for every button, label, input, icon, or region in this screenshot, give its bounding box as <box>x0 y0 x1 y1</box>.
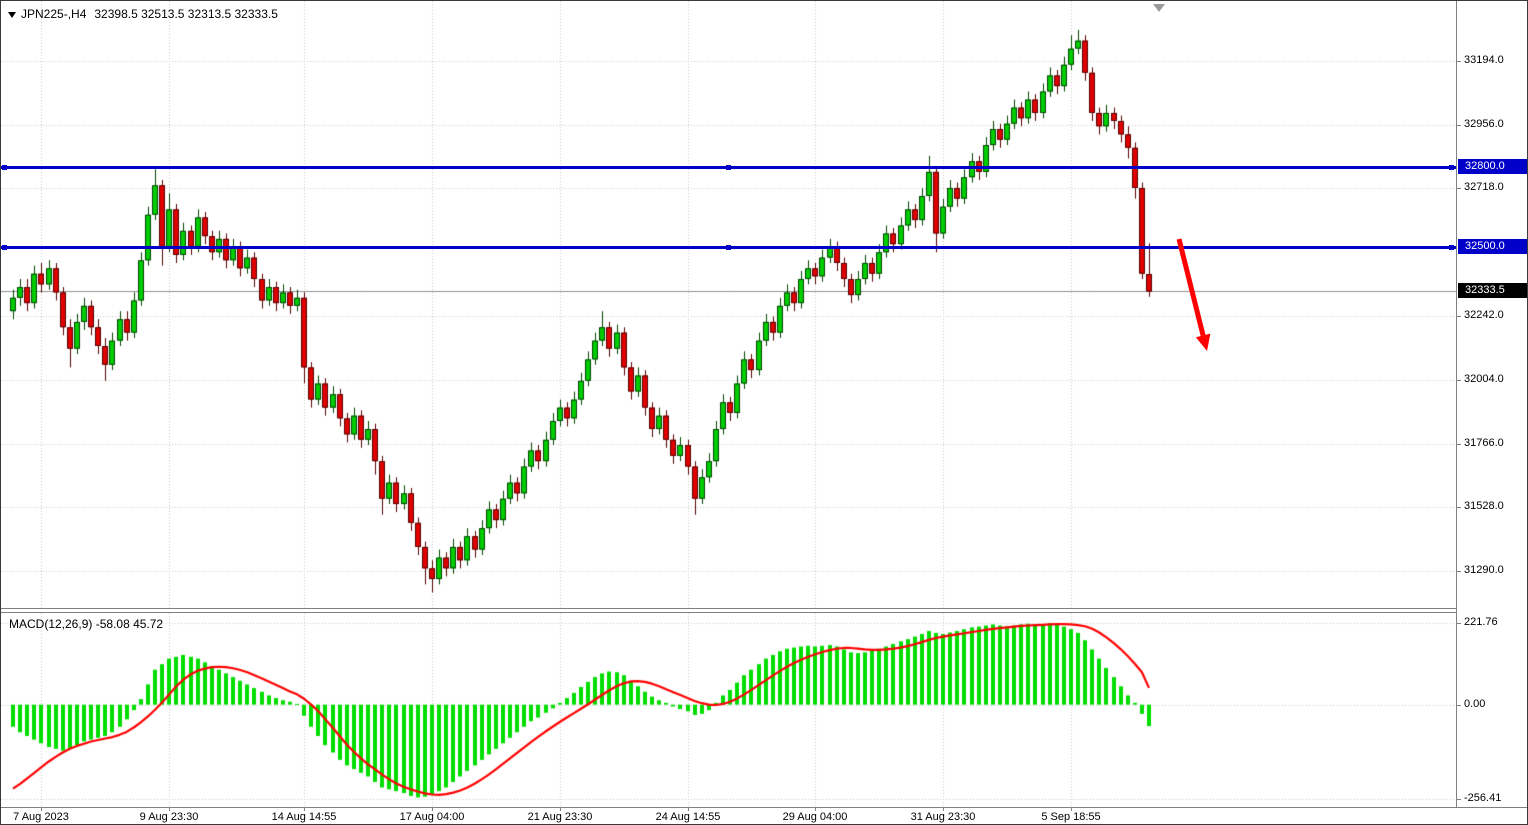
price-axis[interactable]: 33194.0 32956.0 32718.0 32242.0 32004.0 31766… <box>1456 1 1527 808</box>
horizontal-level-line-32500.0[interactable] <box>1 245 1456 250</box>
price-axis-label: 31766.0 <box>1464 437 1504 449</box>
axis-tickmark <box>1457 316 1461 317</box>
time-tickmark <box>1071 808 1072 811</box>
time-axis-label: 9 Aug 23:30 <box>139 811 199 823</box>
price-axis-label: 221.76 <box>1464 616 1498 628</box>
axis-tickmark <box>1457 444 1461 445</box>
time-tickmark <box>41 808 42 811</box>
axis-tickmark <box>1457 571 1461 572</box>
macd-indicator-label: MACD(12,26,9) -58.08 45.72 <box>9 617 163 631</box>
time-tickmark <box>560 808 561 811</box>
macd-label-text: MACD(12,26,9) <box>9 617 93 631</box>
axis-tickmark <box>1457 188 1461 189</box>
level-line-handle[interactable] <box>2 165 7 170</box>
time-tickmark <box>943 808 944 811</box>
price-axis-label: 32956.0 <box>1464 118 1504 130</box>
price-axis-label: -256.41 <box>1464 792 1502 804</box>
time-tickmark <box>432 808 433 811</box>
axis-tickmark <box>1457 125 1461 126</box>
time-axis-label: 7 Aug 2023 <box>13 811 69 823</box>
level-line-handle[interactable] <box>1449 245 1454 250</box>
price-axis-label: 31290.0 <box>1464 564 1504 576</box>
axis-tickmark <box>1457 507 1461 508</box>
level-line-handle[interactable] <box>726 245 731 250</box>
level-line-handle[interactable] <box>1449 165 1454 170</box>
price-axis-label: 32242.0 <box>1464 309 1504 321</box>
current-price-badge: 32333.5 <box>1458 283 1527 298</box>
symbol-period-title: JPN225-,H4 <box>21 7 87 21</box>
time-axis-label: 5 Sep 18:55 <box>1041 811 1101 823</box>
time-axis-label: 29 Aug 04:00 <box>782 811 848 823</box>
symbol-expand-icon[interactable] <box>8 11 16 18</box>
time-tickmark <box>688 808 689 811</box>
time-tickmark <box>169 808 170 811</box>
time-tickmark <box>304 808 305 811</box>
price-axis-label: 0.00 <box>1464 698 1486 710</box>
axis-tickmark <box>1457 380 1461 381</box>
price-axis-label: 32718.0 <box>1464 181 1504 193</box>
horizontal-level-line-32800.0[interactable] <box>1 165 1456 170</box>
time-tickmark <box>815 808 816 811</box>
axis-tickmark <box>1457 799 1461 800</box>
panel-divider[interactable] <box>1 608 1527 613</box>
level-line-handle[interactable] <box>726 165 731 170</box>
level-line-handle[interactable] <box>2 245 7 250</box>
chart-header: JPN225-,H4 32398.5 32513.5 32313.5 32333.… <box>8 7 286 21</box>
price-level-badge-32500.0: 32500.0 <box>1458 239 1527 254</box>
axis-tickmark <box>1457 61 1461 62</box>
axis-tickmark <box>1457 705 1461 706</box>
price-level-badge-32800.0: 32800.0 <box>1458 159 1527 174</box>
time-axis-label: 31 Aug 23:30 <box>910 811 976 823</box>
ohlc-readout: 32398.5 32513.5 32313.5 32333.5 <box>94 7 278 21</box>
macd-values-text: -58.08 45.72 <box>95 617 164 631</box>
chart-canvas[interactable] <box>1 1 1456 824</box>
axis-tickmark <box>1457 623 1461 624</box>
time-axis-label: 24 Aug 14:55 <box>655 811 721 823</box>
price-axis-label: 33194.0 <box>1464 54 1504 66</box>
price-axis-label: 31528.0 <box>1464 500 1504 512</box>
time-axis-label: 21 Aug 23:30 <box>527 811 593 823</box>
time-axis-label: 14 Aug 14:55 <box>271 811 337 823</box>
chart-shift-marker-icon[interactable] <box>1153 4 1165 12</box>
time-axis-label: 17 Aug 04:00 <box>399 811 465 823</box>
price-axis-label: 32004.0 <box>1464 373 1504 385</box>
time-axis[interactable]: 7 Aug 2023 9 Aug 23:30 14 Aug 14:55 17 Aug … <box>1 807 1527 824</box>
